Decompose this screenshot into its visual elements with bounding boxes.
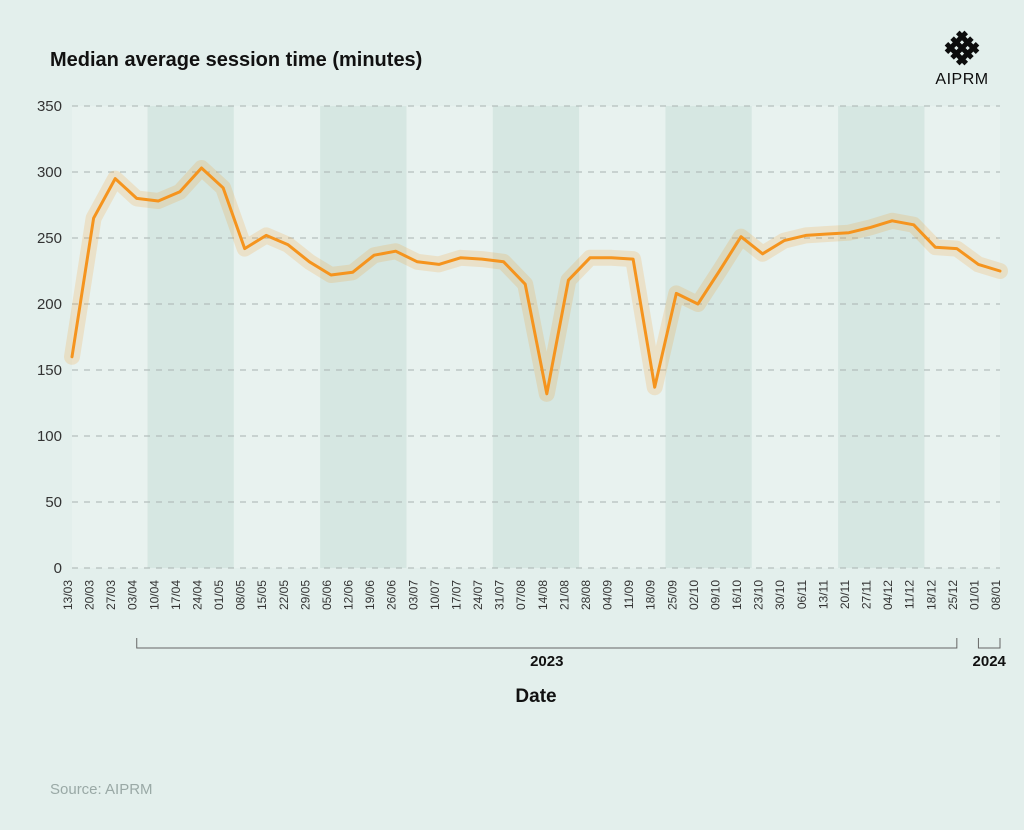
- y-tick-label: 0: [54, 560, 62, 577]
- x-tick-label: 26/06: [385, 580, 399, 610]
- x-tick-label: 27/03: [104, 580, 118, 610]
- plot-band: [838, 106, 924, 568]
- x-tick-label: 12/06: [342, 580, 356, 610]
- x-tick-label: 27/11: [860, 580, 874, 609]
- x-tick-label: 17/07: [449, 580, 463, 610]
- year-label: 2023: [530, 653, 563, 670]
- x-tick-label: 10/07: [428, 580, 442, 610]
- x-tick-label: 09/10: [708, 580, 722, 610]
- x-tick-label: 18/09: [644, 580, 658, 610]
- x-tick-label: 25/09: [665, 580, 679, 610]
- brand-name: AIPRM: [935, 71, 988, 88]
- y-tick-label: 200: [37, 296, 62, 313]
- x-tick-label: 31/07: [493, 580, 507, 610]
- x-tick-label: 21/08: [557, 580, 571, 610]
- x-tick-label: 11/09: [622, 580, 636, 609]
- year-label: 2024: [973, 653, 1007, 670]
- x-tick-label: 29/05: [298, 580, 312, 610]
- plot-band: [924, 106, 1000, 568]
- x-tick-label: 03/07: [406, 580, 420, 610]
- x-tick-label: 20/11: [838, 580, 852, 609]
- y-tick-label: 50: [45, 494, 62, 511]
- x-tick-label: 24/07: [471, 580, 485, 610]
- x-tick-label: 16/10: [730, 580, 744, 610]
- plot-band: [407, 106, 493, 568]
- x-tick-label: 25/12: [946, 580, 960, 610]
- chart-container: 0 50 100 150 200 250 300 350 13/03 20/03 27/03 03/0…: [0, 0, 1024, 830]
- x-tick-label: 18/12: [924, 580, 938, 610]
- chart-svg: 0 50 100 150 200 250 300 350 13/03 20/03 27/03 03/0…: [0, 0, 1024, 830]
- x-tick-label: 28/08: [579, 580, 593, 610]
- x-tick-label: 13/03: [61, 580, 75, 610]
- x-tick-label: 06/11: [795, 580, 809, 609]
- x-tick-label: 02/10: [687, 580, 701, 610]
- x-tick-label: 17/04: [169, 580, 183, 610]
- x-tick-label: 24/04: [190, 580, 204, 610]
- y-tick-label: 300: [37, 164, 62, 181]
- y-tick-label: 350: [37, 98, 62, 115]
- x-tick-label: 19/06: [363, 580, 377, 610]
- y-tick-label: 250: [37, 230, 62, 247]
- plot-band: [320, 106, 406, 568]
- x-tick-label: 08/05: [234, 580, 248, 610]
- x-tick-label: 10/04: [147, 580, 161, 610]
- x-tick-label: 04/09: [601, 580, 615, 610]
- y-tick-label: 150: [37, 362, 62, 379]
- x-tick-label: 01/01: [967, 580, 981, 610]
- x-tick-label: 23/10: [752, 580, 766, 610]
- x-tick-label: 30/10: [773, 580, 787, 610]
- x-axis-title: Date: [515, 686, 556, 707]
- plot-band: [234, 106, 320, 568]
- x-tick-label: 07/08: [514, 580, 528, 610]
- x-tick-label: 14/08: [536, 580, 550, 610]
- x-tick-label: 04/12: [881, 580, 895, 610]
- x-tick-label: 22/05: [277, 580, 291, 610]
- x-tick-label: 05/06: [320, 580, 334, 610]
- x-tick-label: 01/05: [212, 580, 226, 610]
- x-tick-label: 03/04: [126, 580, 140, 610]
- plot-band: [752, 106, 838, 568]
- x-tick-label: 11/12: [903, 580, 917, 609]
- x-tick-label: 13/11: [816, 580, 830, 609]
- x-tick-label: 08/01: [989, 580, 1003, 610]
- source-text: Source: AIPRM: [50, 781, 153, 798]
- y-tick-label: 100: [37, 428, 62, 445]
- x-tick-label: 20/03: [83, 580, 97, 610]
- chart-title: Median average session time (minutes): [50, 49, 422, 71]
- x-tick-label: 15/05: [255, 580, 269, 610]
- plot-band: [665, 106, 751, 568]
